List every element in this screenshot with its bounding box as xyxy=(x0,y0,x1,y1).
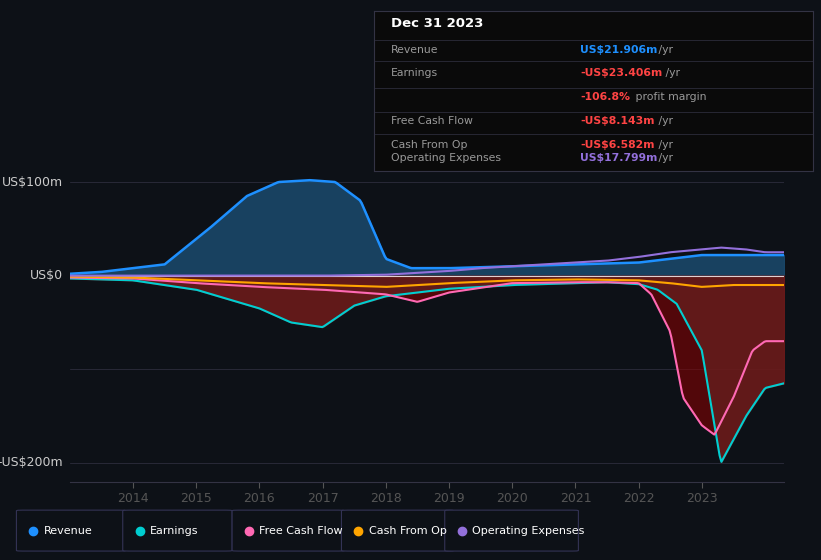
Text: Revenue: Revenue xyxy=(391,44,438,54)
FancyBboxPatch shape xyxy=(342,510,454,551)
Text: Earnings: Earnings xyxy=(150,526,199,535)
Text: -US$23.406m: -US$23.406m xyxy=(580,68,663,78)
Text: US$21.906m: US$21.906m xyxy=(580,44,658,54)
FancyBboxPatch shape xyxy=(232,510,345,551)
Text: /yr: /yr xyxy=(662,68,680,78)
Text: Operating Expenses: Operating Expenses xyxy=(391,153,501,163)
Text: US$17.799m: US$17.799m xyxy=(580,153,658,163)
Text: Cash From Op: Cash From Op xyxy=(391,140,468,150)
Text: /yr: /yr xyxy=(654,116,672,127)
Text: Revenue: Revenue xyxy=(44,526,93,535)
Text: Cash From Op: Cash From Op xyxy=(369,526,447,535)
FancyBboxPatch shape xyxy=(445,510,579,551)
Text: US$100m: US$100m xyxy=(2,175,62,189)
Text: /yr: /yr xyxy=(654,140,672,150)
Text: /yr: /yr xyxy=(654,153,672,163)
Text: /yr: /yr xyxy=(654,44,672,54)
Text: -US$6.582m: -US$6.582m xyxy=(580,140,654,150)
Text: Free Cash Flow: Free Cash Flow xyxy=(391,116,473,127)
Text: Operating Expenses: Operating Expenses xyxy=(472,526,585,535)
FancyBboxPatch shape xyxy=(123,510,232,551)
Text: Dec 31 2023: Dec 31 2023 xyxy=(391,17,484,30)
FancyBboxPatch shape xyxy=(16,510,126,551)
Text: -106.8%: -106.8% xyxy=(580,92,630,102)
Text: profit margin: profit margin xyxy=(632,92,707,102)
Text: Earnings: Earnings xyxy=(391,68,438,78)
Text: -US$8.143m: -US$8.143m xyxy=(580,116,654,127)
Text: Free Cash Flow: Free Cash Flow xyxy=(259,526,343,535)
Text: US$0: US$0 xyxy=(30,269,62,282)
Text: -US$200m: -US$200m xyxy=(0,456,62,469)
